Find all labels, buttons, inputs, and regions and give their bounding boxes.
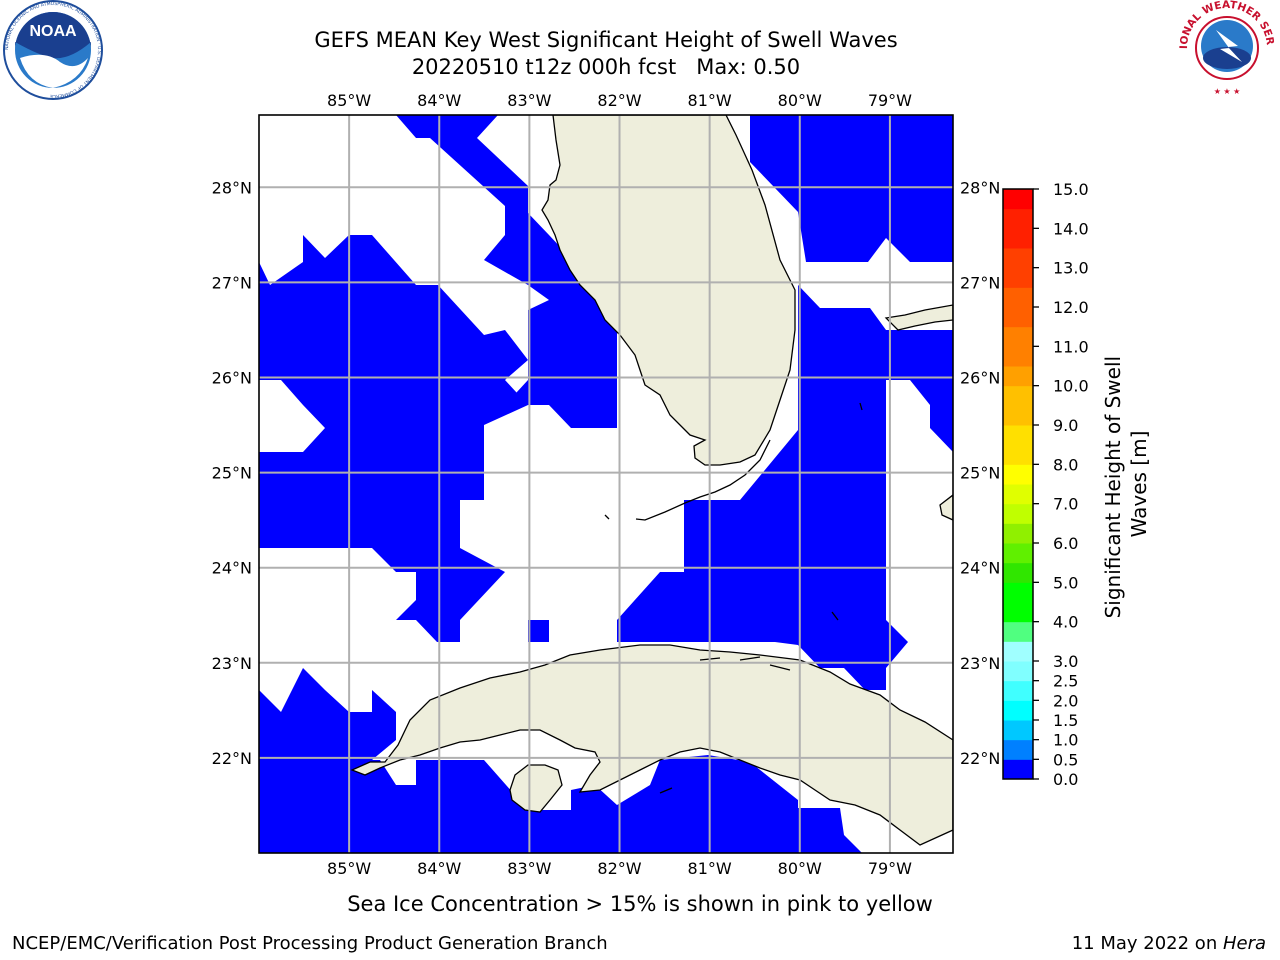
colorbar-swatches — [1003, 189, 1033, 780]
colorbar-tick-label: 15.0 — [1053, 180, 1089, 199]
longitude-labels-bottom: 85°W 84°W 83°W 82°W 81°W 80°W 79°W — [327, 859, 912, 878]
colorbar-tick-label: 6.0 — [1053, 534, 1078, 553]
colorbar-tick-label: 10.0 — [1053, 377, 1089, 396]
colorbar-swatch — [1003, 720, 1033, 741]
colorbar-swatch — [1003, 582, 1033, 623]
latitude-label: 26°N — [960, 368, 1000, 387]
map-gridlines — [259, 115, 953, 853]
longitude-label: 85°W — [327, 859, 371, 878]
colorbar-swatch — [1003, 385, 1033, 426]
colorbar-tick-label: 9.0 — [1053, 416, 1078, 435]
colorbar-tick-label: 5.0 — [1053, 573, 1078, 592]
colorbar-swatch — [1003, 641, 1033, 662]
colorbar-tick-label: 11.0 — [1053, 337, 1089, 356]
colorbar-swatch — [1003, 326, 1033, 367]
colorbar-swatch — [1003, 366, 1033, 387]
latitude-label: 25°N — [960, 464, 1000, 483]
colorbar-tick-label: 0.0 — [1053, 770, 1078, 789]
colorbar-tick-label: 1.5 — [1053, 711, 1078, 730]
latitude-label: 26°N — [212, 368, 252, 387]
colorbar-swatch — [1003, 739, 1033, 760]
latitude-label: 27°N — [212, 273, 252, 292]
colorbar-tick-label: 2.5 — [1053, 672, 1078, 691]
colorbar-swatch — [1003, 661, 1033, 682]
latitude-label: 24°N — [960, 559, 1000, 578]
latitude-label: 23°N — [212, 654, 252, 673]
latitude-label: 28°N — [212, 178, 252, 197]
colorbar-swatch — [1003, 621, 1033, 642]
latitude-label: 22°N — [960, 749, 1000, 768]
colorbar-tick-label: 0.5 — [1053, 750, 1078, 769]
longitude-label: 85°W — [327, 91, 371, 110]
colorbar-tick-label: 7.0 — [1053, 495, 1078, 514]
colorbar-swatch — [1003, 464, 1033, 485]
colorbar-swatch — [1003, 759, 1033, 780]
latitude-label: 28°N — [960, 178, 1000, 197]
latitude-label: 22°N — [212, 749, 252, 768]
grand-bahama — [884, 304, 953, 331]
longitude-label: 82°W — [597, 859, 641, 878]
footer-date: 11 May 2022 on Hera — [1072, 933, 1266, 954]
latitude-labels-right: 28°N 27°N 26°N 25°N 24°N 23°N 22°N — [960, 178, 1000, 768]
longitude-label: 83°W — [507, 859, 551, 878]
colorbar-swatch — [1003, 523, 1033, 544]
longitude-label: 81°W — [688, 859, 732, 878]
colorbar-swatch — [1003, 208, 1033, 249]
latitude-label: 23°N — [960, 654, 1000, 673]
footer-date-text: 11 May 2022 on — [1072, 933, 1223, 954]
swell-wave-field — [259, 115, 953, 853]
colorbar: 0.00.51.01.52.02.53.0 4.0 5.0 6.0 7.0 8.0 9.0 1… — [1002, 180, 1151, 789]
colorbar-swatch — [1003, 248, 1033, 288]
colorbar-tick-label: 14.0 — [1053, 219, 1089, 238]
colorbar-swatch — [1003, 287, 1033, 328]
chart-title: GEFS MEAN Key West Significant Height of… — [314, 28, 897, 52]
colorbar-swatch — [1003, 700, 1033, 721]
noaa-logo-text: NOAA — [29, 23, 77, 40]
colorbar-tick-label: 4.0 — [1053, 613, 1078, 632]
noaa-logo: NOAA NATIONAL OCEANIC AND ATMOSPHERIC AD… — [3, 0, 103, 100]
colorbar-swatch — [1003, 189, 1033, 210]
colorbar-tick-label: 3.0 — [1053, 652, 1078, 671]
colorbar-tick-label: 2.0 — [1053, 691, 1078, 710]
longitude-label: 80°W — [778, 91, 822, 110]
chart-subtitle: 20220510 t12z 000h fcst Max: 0.50 — [412, 55, 800, 79]
footer-machine: Hera — [1223, 933, 1266, 954]
andros — [939, 494, 953, 521]
map-area: 85°W 84°W 83°W 82°W 81°W 80°W 79°W 85°W 84°W 83°… — [212, 91, 1001, 878]
longitude-label: 80°W — [778, 859, 822, 878]
colorbar-swatch — [1003, 562, 1033, 583]
sea-ice-note: Sea Ice Concentration > 15% is shown in … — [347, 892, 933, 916]
longitude-label: 82°W — [597, 91, 641, 110]
colorbar-ticks: 0.00.51.01.52.02.53.0 4.0 5.0 6.0 7.0 8.0 9.0 1… — [1033, 180, 1089, 789]
longitude-label: 81°W — [688, 91, 732, 110]
colorbar-tick-label: 1.0 — [1053, 731, 1078, 750]
colorbar-swatch — [1003, 503, 1033, 524]
isla-de-la-juventud — [509, 764, 563, 813]
longitude-label: 84°W — [417, 859, 461, 878]
svg-text:★ ★ ★: ★ ★ ★ — [1214, 87, 1241, 96]
colorbar-tick-label: 12.0 — [1053, 298, 1089, 317]
longitude-labels-top: 85°W 84°W 83°W 82°W 81°W 80°W 79°W — [327, 91, 912, 110]
latitude-label: 25°N — [212, 464, 252, 483]
latitude-label: 24°N — [212, 559, 252, 578]
longitude-label: 84°W — [417, 91, 461, 110]
colorbar-swatch — [1003, 543, 1033, 564]
colorbar-swatch — [1003, 484, 1033, 505]
longitude-label: 79°W — [868, 859, 912, 878]
colorbar-frame — [1002, 188, 1034, 780]
colorbar-swatch — [1003, 680, 1033, 701]
latitude-label: 27°N — [960, 273, 1000, 292]
cuba — [350, 644, 953, 846]
map-frame — [258, 114, 954, 854]
latitude-labels-left: 28°N 27°N 26°N 25°N 24°N 23°N 22°N — [212, 178, 252, 768]
colorbar-swatch — [1003, 425, 1033, 465]
colorbar-tick-label: 13.0 — [1053, 259, 1089, 278]
colorbar-tick-label: 8.0 — [1053, 455, 1078, 474]
colorbar-label: Significant Height of Swell Waves [m] — [1101, 350, 1151, 619]
florida-keys — [635, 439, 771, 521]
longitude-label: 83°W — [507, 91, 551, 110]
footer-credit: NCEP/EMC/Verification Post Processing Pr… — [12, 933, 608, 954]
longitude-label: 79°W — [868, 91, 912, 110]
